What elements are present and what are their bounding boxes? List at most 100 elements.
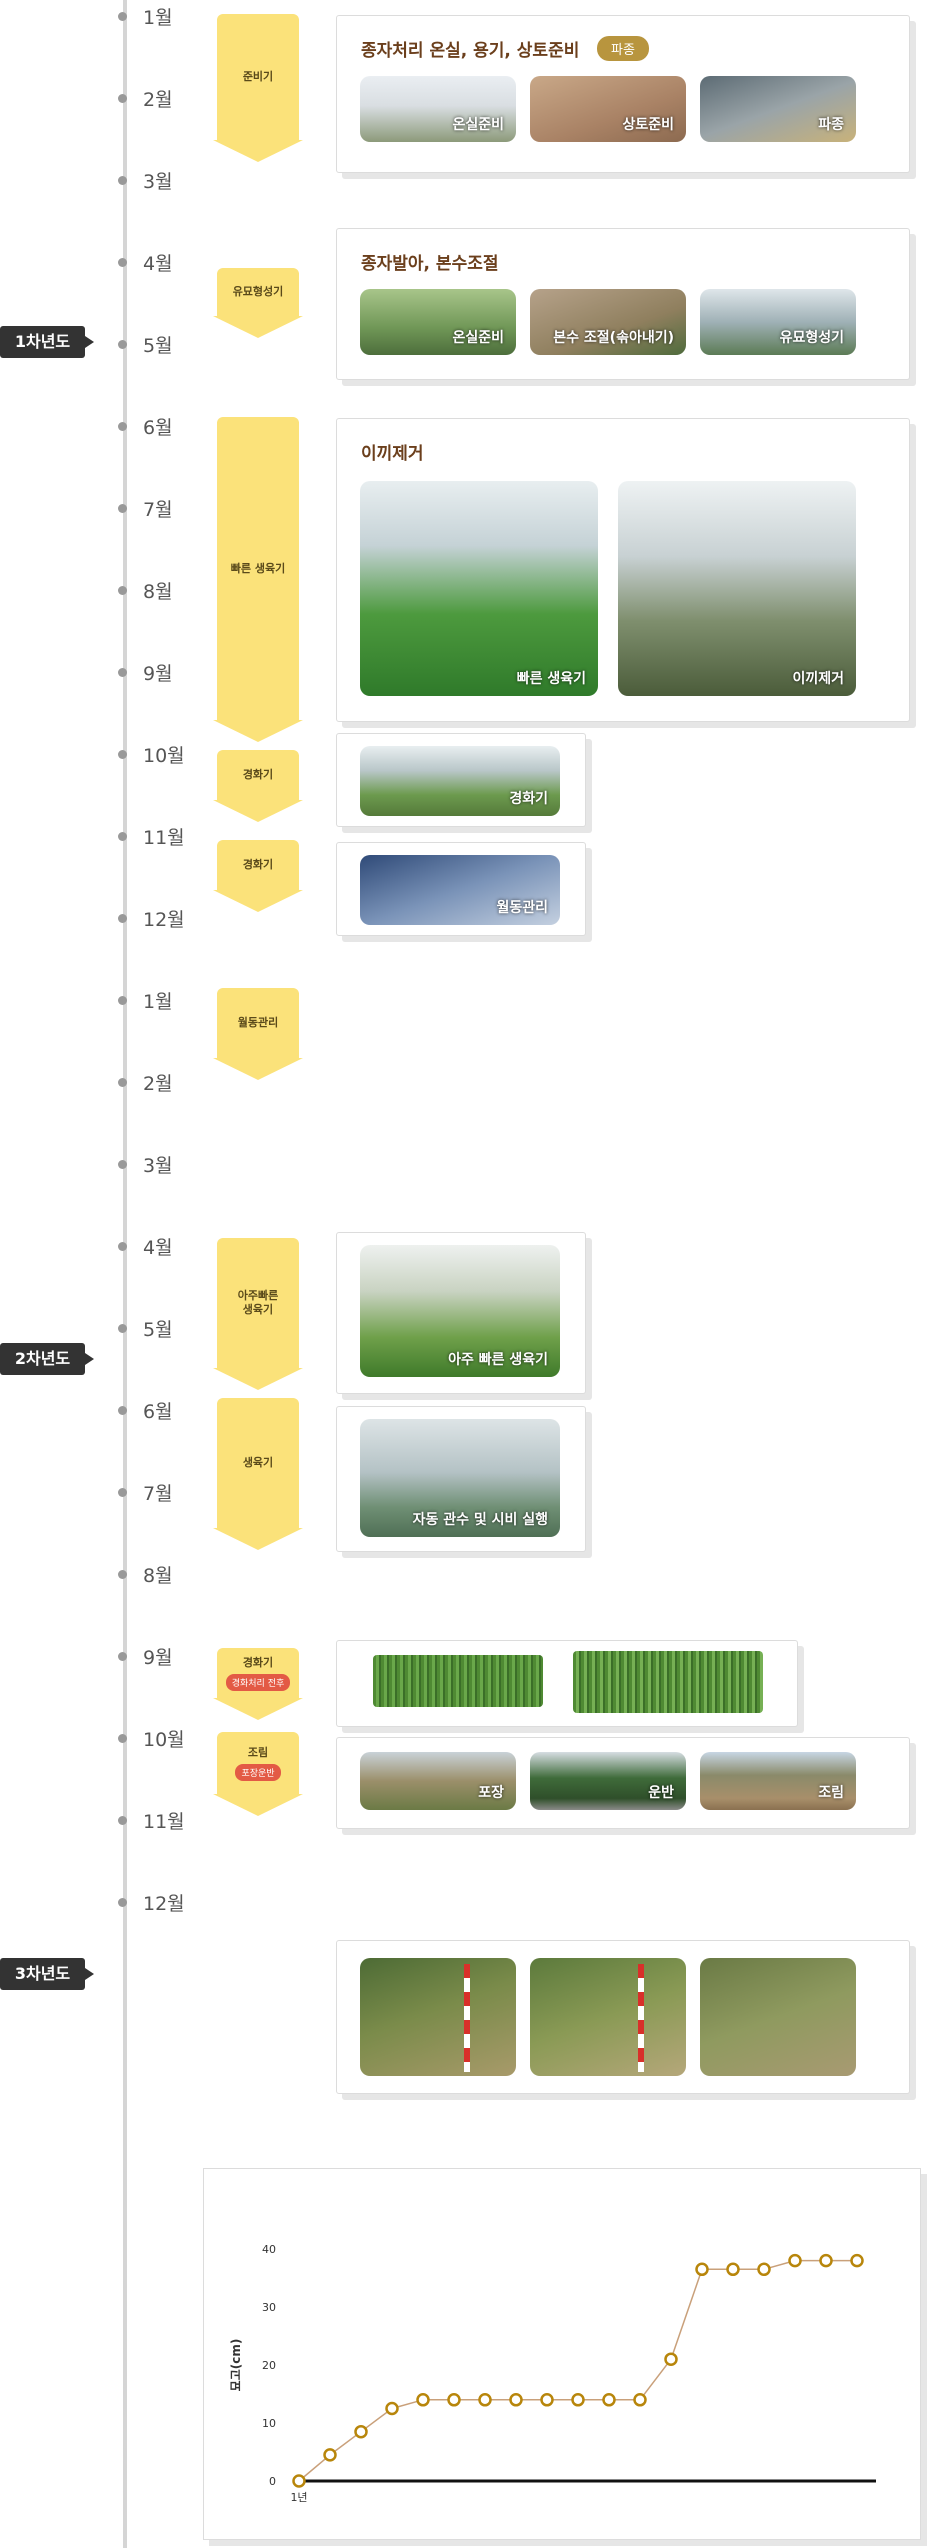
card-title: 종자발아, 본수조절 xyxy=(361,254,499,274)
month-label: 4월 xyxy=(143,1237,173,1259)
photo-seedling-tray-2 xyxy=(573,1651,763,1713)
y-tick-label: 0 xyxy=(269,2475,276,2488)
sowing-tag: 파종 xyxy=(597,36,649,61)
x-tick-label: 1년 xyxy=(290,2491,307,2504)
data-point xyxy=(478,2393,492,2407)
photo-fast-growth: 빠른 생육기 xyxy=(360,481,598,696)
arrow-head xyxy=(213,316,303,338)
month-dot xyxy=(118,1652,127,1661)
photo-caption: 월동관리 xyxy=(496,900,548,916)
photo-sowing: 파종 xyxy=(700,76,856,142)
data-point xyxy=(323,2448,337,2462)
month-label: 1월 xyxy=(143,7,173,29)
series-segment xyxy=(639,2358,672,2401)
month-dot xyxy=(118,258,127,267)
photo-wintering: 월동관리 xyxy=(360,855,560,925)
month-label: 1월 xyxy=(143,991,173,1013)
card-very-fast-growth: 아주 빠른 생육기 xyxy=(336,1232,586,1394)
month-dot xyxy=(118,832,127,841)
month-dot xyxy=(118,340,127,349)
month-dot xyxy=(118,914,127,923)
photo-very-fast: 아주 빠른 생육기 xyxy=(360,1245,560,1377)
photo-packing: 포장 xyxy=(360,1752,516,1810)
y-tick-label: 20 xyxy=(262,2359,276,2372)
photo-caption: 이끼제거 xyxy=(792,671,844,687)
data-point xyxy=(726,2262,740,2277)
photo-seedling-tray-1 xyxy=(373,1655,543,1707)
month-label: 2월 xyxy=(143,89,173,111)
stage-label: 유묘형성기 xyxy=(232,285,284,298)
data-point xyxy=(509,2393,523,2407)
month-label: 8월 xyxy=(143,1565,173,1587)
photo-caption: 포장 xyxy=(478,1785,504,1801)
data-point xyxy=(540,2393,554,2407)
photo-afforestation: 조림 xyxy=(700,1752,856,1810)
y-tick-label: 10 xyxy=(262,2417,276,2430)
month-dot xyxy=(118,586,127,595)
y-axis-label: 묘고(cm) xyxy=(229,2339,243,2392)
photo-caption: 조림 xyxy=(818,1785,844,1801)
arrow-head xyxy=(213,800,303,822)
month-dot xyxy=(118,422,127,431)
photo-greenhouse: 온실준비 xyxy=(360,76,516,142)
stage-label: 조림 xyxy=(247,1745,269,1759)
arrow-head xyxy=(213,1528,303,1550)
month-label: 5월 xyxy=(143,1319,173,1341)
stage-arrow: 생육기 xyxy=(213,1398,303,1550)
data-point xyxy=(385,2401,399,2416)
stage-label: 경화기 xyxy=(242,858,274,871)
data-point xyxy=(354,2424,368,2439)
photo-field-2 xyxy=(530,1958,686,2076)
stage-arrow: 빠른 생육기 xyxy=(213,417,303,742)
data-point xyxy=(602,2393,616,2407)
month-label: 9월 xyxy=(143,1647,173,1669)
arrow-head xyxy=(213,1058,303,1080)
month-dot xyxy=(118,1488,127,1497)
month-label: 6월 xyxy=(143,417,173,439)
photo-caption: 빠른 생육기 xyxy=(516,671,586,687)
stage-badge: 경화처리 전후 xyxy=(225,1673,291,1691)
month-label: 12월 xyxy=(143,1893,185,1915)
data-point xyxy=(416,2393,430,2407)
card-title: 이끼제거 xyxy=(361,444,424,464)
photo-young-seedling: 유묘형성기 xyxy=(700,289,856,355)
card-title: 종자처리 온실, 용기, 상토준비 xyxy=(361,41,580,61)
data-point xyxy=(292,2474,306,2488)
month-label: 4월 xyxy=(143,253,173,275)
month-dot xyxy=(118,668,127,677)
month-label: 3월 xyxy=(143,1155,173,1177)
month-label: 9월 xyxy=(143,663,173,685)
month-dot xyxy=(118,1078,127,1087)
month-label: 11월 xyxy=(143,827,185,849)
photo-caption: 경화기 xyxy=(509,791,548,807)
timeline-axis xyxy=(123,0,127,2548)
data-point xyxy=(757,2262,771,2277)
data-point xyxy=(695,2262,709,2277)
month-label: 3월 xyxy=(143,171,173,193)
y-tick-label: 30 xyxy=(262,2301,276,2314)
card-moss-removal: 이끼제거 빠른 생육기 이끼제거 xyxy=(336,418,910,722)
arrow-head xyxy=(213,1368,303,1390)
photo-moss: 이끼제거 xyxy=(618,481,856,696)
card-year3-field xyxy=(336,1940,910,2094)
data-point xyxy=(664,2352,678,2366)
month-label: 10월 xyxy=(143,1729,185,1751)
month-dot xyxy=(118,1816,127,1825)
data-point xyxy=(571,2393,585,2407)
stage-arrow: 아주빠른 생육기 xyxy=(213,1238,303,1390)
photo-seedlings: 온실준비 xyxy=(360,289,516,355)
month-label: 2월 xyxy=(143,1073,173,1095)
year-tag: 3차년도 xyxy=(0,1958,94,1990)
data-point xyxy=(633,2393,647,2407)
month-label: 11월 xyxy=(143,1811,185,1833)
measuring-pole xyxy=(464,1964,470,2072)
data-point xyxy=(447,2393,461,2407)
stage-arrow: 월동관리 xyxy=(213,988,303,1080)
month-label: 7월 xyxy=(143,1483,173,1505)
stage-label: 경화기 xyxy=(242,1655,274,1669)
month-dot xyxy=(118,1242,127,1251)
month-dot xyxy=(118,1160,127,1169)
